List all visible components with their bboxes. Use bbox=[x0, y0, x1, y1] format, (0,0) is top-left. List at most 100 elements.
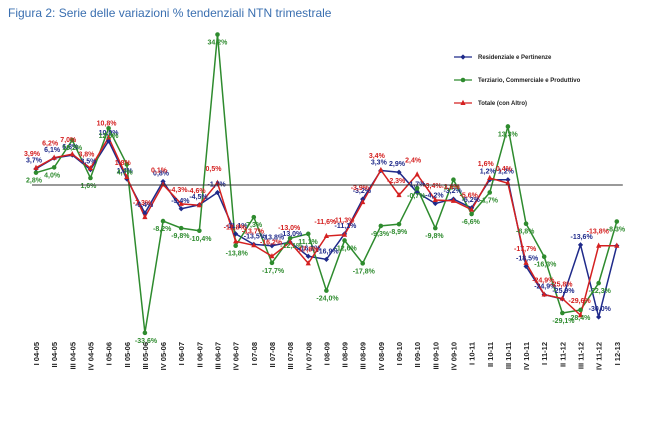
data-point bbox=[341, 231, 348, 237]
data-label: 1,2% bbox=[443, 185, 460, 192]
data-label: -25,9% bbox=[552, 288, 575, 295]
data-label: 0,5% bbox=[206, 166, 223, 173]
data-point bbox=[323, 232, 329, 239]
data-label: -11,1% bbox=[226, 223, 249, 230]
legend-label: Terziario, Commerciale e Produttivo bbox=[478, 78, 581, 84]
data-point bbox=[233, 231, 239, 237]
data-point bbox=[523, 221, 529, 227]
data-point bbox=[287, 239, 293, 245]
data-label: -10,4% bbox=[189, 236, 212, 243]
data-point bbox=[106, 134, 112, 140]
data-point bbox=[33, 164, 39, 170]
data-label: -13,0% bbox=[278, 225, 301, 232]
data-point bbox=[124, 162, 130, 167]
x-tick-label: IV 05-06 bbox=[159, 342, 168, 370]
data-point bbox=[51, 154, 57, 160]
x-tick-label: IV 11-12 bbox=[595, 342, 604, 370]
data-label: 12,9% bbox=[99, 133, 120, 140]
data-point bbox=[596, 242, 602, 248]
data-label: -16,3% bbox=[534, 262, 557, 269]
data-point bbox=[469, 211, 474, 217]
data-label: 1,2% bbox=[498, 169, 515, 176]
data-label: -17,7% bbox=[262, 268, 285, 275]
data-point bbox=[233, 243, 238, 249]
data-label: -17,7% bbox=[514, 246, 537, 253]
data-label: 1,6% bbox=[478, 161, 495, 168]
data-point bbox=[214, 179, 221, 185]
data-point bbox=[305, 231, 311, 237]
data-label: 2,8% bbox=[26, 178, 43, 185]
data-label: -24,9% bbox=[532, 278, 555, 285]
data-label: -5,6% bbox=[460, 193, 479, 200]
data-label: 6,8% bbox=[62, 144, 79, 151]
data-label: -3,9% bbox=[351, 185, 370, 192]
data-point bbox=[178, 225, 184, 231]
data-point bbox=[251, 214, 257, 220]
x-tick-label: II 04-05 bbox=[50, 342, 59, 367]
data-label: 1,2% bbox=[480, 169, 497, 176]
data-point bbox=[142, 210, 148, 216]
data-point bbox=[214, 189, 221, 196]
data-point bbox=[160, 218, 166, 224]
data-point bbox=[305, 253, 311, 259]
data-label: 11,1% bbox=[298, 239, 318, 246]
x-tick-label: III 08-09 bbox=[359, 342, 368, 370]
data-point bbox=[523, 259, 529, 265]
data-label: -9,3% bbox=[371, 231, 390, 238]
data-label: -2,3% bbox=[387, 178, 406, 185]
data-label: -8,2% bbox=[153, 226, 172, 233]
data-point bbox=[196, 202, 202, 208]
data-label: -13,8% bbox=[226, 251, 249, 258]
data-labels: 3,7%6,1% 6,8%3,5%10,0%1,4%-6,4%0,8%-5,4%-… bbox=[24, 40, 626, 345]
data-label: -5,4% bbox=[171, 198, 190, 205]
data-point bbox=[396, 191, 402, 198]
data-label: -4,6% bbox=[187, 188, 206, 195]
data-point bbox=[577, 242, 584, 248]
data-label: -9,8% bbox=[425, 233, 444, 240]
x-tick-label: III 04-05 bbox=[68, 342, 77, 370]
data-point bbox=[142, 330, 148, 336]
data-label: -16,9% bbox=[316, 248, 339, 255]
data-label: -3,4% bbox=[423, 183, 442, 190]
data-point bbox=[70, 137, 75, 143]
legend: Residenziale e Pertinenze Terziario, Comm… bbox=[454, 55, 581, 107]
data-point bbox=[233, 238, 239, 244]
data-point bbox=[578, 307, 583, 313]
data-label: -7,3% bbox=[133, 200, 152, 207]
data-label: -17,8% bbox=[296, 246, 319, 253]
data-label: 10,8% bbox=[97, 120, 118, 127]
data-point bbox=[360, 198, 366, 205]
data-point bbox=[33, 170, 39, 175]
data-label: -11,1% bbox=[335, 223, 358, 230]
data-label: -22,3% bbox=[589, 288, 612, 295]
x-tick-label: III 07-08 bbox=[286, 342, 295, 370]
data-label: 0,1% bbox=[151, 168, 168, 175]
data-label: -3,6% bbox=[441, 184, 460, 191]
x-tick-label: II 10-11 bbox=[486, 342, 495, 367]
data-point bbox=[487, 174, 493, 180]
data-point bbox=[69, 151, 75, 157]
data-label: 3,4% bbox=[369, 153, 386, 160]
data-point bbox=[414, 185, 420, 191]
data-label: -9,8% bbox=[171, 233, 190, 240]
data-point bbox=[324, 288, 329, 293]
data-label: -17,8% bbox=[353, 268, 376, 275]
x-tick-label: III 05-06 bbox=[141, 342, 150, 370]
x-tick-label: IV 04-05 bbox=[86, 342, 95, 370]
x-tick-label: I 04-05 bbox=[32, 342, 41, 365]
data-point bbox=[342, 238, 347, 243]
x-tick-label: II 06-07 bbox=[195, 342, 204, 367]
data-label: 1,4% bbox=[117, 168, 134, 175]
data-label: 10,0% bbox=[99, 130, 120, 137]
data-label: -6,6% bbox=[462, 219, 481, 226]
data-point bbox=[577, 312, 584, 318]
data-label: 10,2% bbox=[62, 145, 83, 152]
data-point bbox=[106, 138, 112, 144]
data-label: -0,7% bbox=[407, 193, 426, 200]
data-label: -4,3% bbox=[169, 187, 188, 194]
data-label: -13,6% bbox=[571, 234, 594, 241]
data-point bbox=[378, 223, 384, 229]
x-tick-label: IV 08-09 bbox=[377, 342, 386, 370]
data-point bbox=[251, 242, 257, 248]
